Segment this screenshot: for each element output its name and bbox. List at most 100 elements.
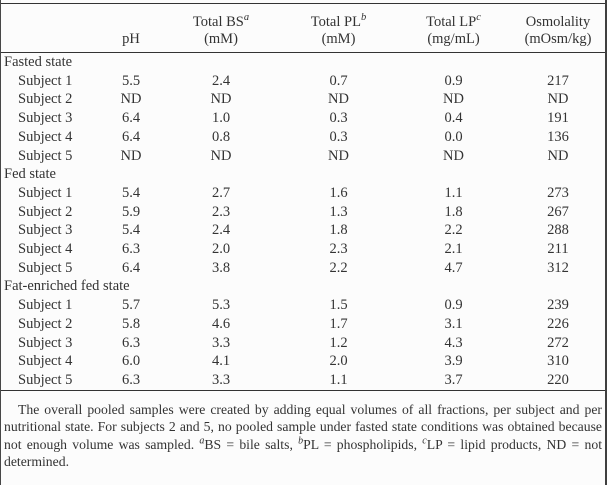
cell-value: 1.1 [281, 370, 396, 391]
cell-value: 3.7 [396, 370, 511, 391]
cell-value: 5.8 [121, 315, 141, 332]
row-label: Subject 4 [18, 128, 73, 145]
column-unit: (mOsm/kg) [524, 30, 592, 47]
column-title: pH [122, 30, 140, 47]
cell-value: 6.4 [121, 128, 141, 145]
cell-value: 4.1 [211, 353, 231, 370]
table-row: Subject 2 5.9 2.3 1.3 1.8 267 [1, 203, 605, 222]
footnote-abbr-lp: LP = lipid products, ND = not determined… [4, 436, 602, 470]
section-label: Fat-enriched fed state [4, 278, 130, 295]
footnote-marker-b: b [298, 435, 304, 447]
cell-value: 2.3 [211, 203, 231, 220]
cell-value: 5.9 [121, 203, 141, 220]
cell-value: 5.4 [121, 222, 141, 239]
column-title: Total PLb [310, 12, 367, 30]
table-row: Subject 5 ND ND ND ND ND [1, 147, 605, 166]
cell-value: 5.4 [121, 184, 141, 201]
cell-value: 1.1 [444, 184, 463, 201]
cell-value: 4.7 [444, 259, 463, 276]
table-row: Subject 4 6.3 2.0 2.3 2.1 211 [1, 240, 605, 259]
cell-value: 2.2 [329, 259, 348, 276]
column-title: Total LPc [426, 12, 481, 30]
table-row: Subject 4 6.0 4.1 2.0 3.9 310 [1, 352, 605, 371]
cell-value: ND [210, 147, 232, 164]
cell-value: 3.3 [211, 334, 231, 351]
column-unit: (mM) [204, 30, 238, 47]
cell-value: 3.1 [444, 315, 463, 332]
cell-value: ND [328, 91, 349, 108]
cell-value: ND [443, 91, 464, 108]
cell-value: 1.3 [329, 203, 348, 220]
cell-value: ND [443, 147, 464, 164]
cell-value: 272 [547, 334, 569, 351]
cell-value: 288 [547, 222, 569, 239]
cell-value: 217 [547, 72, 569, 89]
row-label: Subject 4 [18, 241, 73, 258]
cell-value: 136 [547, 128, 569, 145]
column-header-ph: pH [101, 3, 161, 53]
cell-value: 191 [547, 110, 569, 127]
column-header-total-lp: Total LPc (mg/mL) [396, 3, 511, 53]
cell-value: 1.5 [329, 297, 348, 314]
cell-value: 2.2 [444, 222, 463, 239]
footnote-intro: The overall pooled samples were created … [4, 401, 602, 452]
section-row: Fed state [1, 165, 605, 184]
section-row: Fasted state [1, 53, 605, 72]
row-label: Subject 4 [18, 353, 73, 370]
row-label: Subject 5 [1, 370, 101, 391]
table-row: Subject 4 6.4 0.8 0.3 0.0 136 [1, 128, 605, 147]
cell-value: 0.0 [444, 128, 463, 145]
footnote-marker-a: a [243, 12, 250, 24]
column-header-total-pl: Total PLb (mM) [281, 3, 396, 53]
cell-value: 1.8 [444, 203, 463, 220]
cell-value: 273 [547, 184, 569, 201]
cell-value: 6.0 [121, 353, 141, 370]
header-row: pH Total BSa (mM) Total PLb (mM) Total L… [1, 3, 605, 53]
cell-value: ND [328, 147, 349, 164]
cell-value: 267 [547, 203, 569, 220]
cell-value: 3.8 [211, 259, 231, 276]
cell-value: 5.7 [121, 297, 141, 314]
row-label: Subject 1 [18, 72, 73, 89]
section-label: Fed state [4, 166, 56, 183]
column-unit: (mg/mL) [427, 30, 480, 47]
cell-value: 0.8 [211, 128, 231, 145]
table-row: Subject 3 6.4 1.0 0.3 0.4 191 [1, 109, 605, 128]
cell-value: 220 [511, 370, 605, 391]
cell-value: 310 [547, 353, 569, 370]
row-label: Subject 3 [18, 222, 73, 239]
cell-value: 5.5 [121, 72, 141, 89]
table-row: Subject 5 6.4 3.8 2.2 4.7 312 [1, 259, 605, 278]
table-row: Subject 3 6.3 3.3 1.2 4.3 272 [1, 334, 605, 353]
cell-value: 312 [547, 259, 569, 276]
cell-value: 1.0 [211, 110, 231, 127]
cell-value: ND [210, 91, 232, 108]
cell-value: 2.4 [211, 222, 231, 239]
section-row: Fat-enriched fed state [1, 277, 605, 296]
cell-value: 2.0 [329, 353, 348, 370]
footnote-marker-b: b [360, 12, 367, 24]
row-label: Subject 5 [18, 259, 73, 276]
table-row: Subject 3 5.4 2.4 1.8 2.2 288 [1, 221, 605, 240]
cell-value: 2.1 [444, 241, 463, 258]
column-header-total-bs: Total BSa (mM) [161, 3, 281, 53]
cell-value: 1.6 [329, 184, 348, 201]
cell-value: 239 [547, 297, 569, 314]
cell-value: ND [547, 91, 569, 108]
row-label: Subject 3 [18, 110, 73, 127]
cell-value: 6.3 [121, 334, 141, 351]
cell-value: 2.3 [329, 241, 348, 258]
row-label: Subject 3 [18, 334, 73, 351]
footnote-abbr-pl: PL = phospholipids, [303, 436, 423, 452]
cell-value: 6.4 [121, 259, 141, 276]
cell-value: 2.4 [211, 72, 231, 89]
row-label: Subject 1 [18, 297, 73, 314]
column-title: Total BSa [192, 12, 250, 30]
column-title: Osmolality [525, 14, 591, 30]
cell-value: 211 [547, 241, 569, 258]
cell-value: 0.7 [329, 72, 348, 89]
data-table: pH Total BSa (mM) Total PLb (mM) Total L… [1, 3, 605, 391]
cell-value: 0.3 [329, 128, 348, 145]
cell-value: ND [547, 147, 569, 164]
